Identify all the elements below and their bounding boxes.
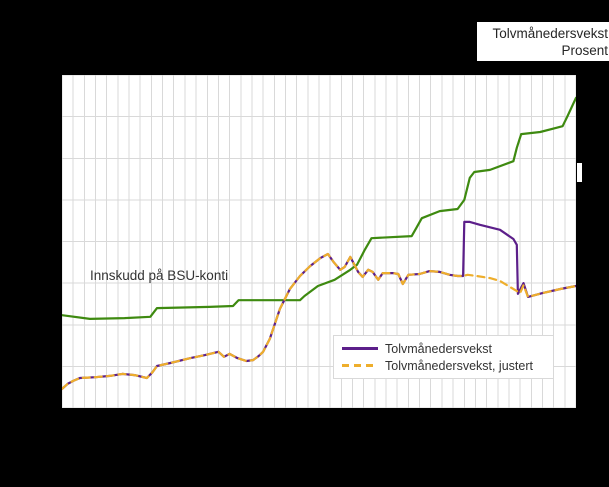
legend-item-tolvmanedersvekst-justert[interactable]: Tolvmånedersvekst, justert [342,359,545,373]
legend: Tolvmånedersvekst Tolvmånedersvekst, jus… [333,335,554,379]
legend-swatch-solid-line [342,347,378,350]
chart-subtitle: Prosent [561,43,608,58]
series-line-tolvmanedersvekst-justert [62,252,576,390]
legend-item-tolvmanedersvekst[interactable]: Tolvmånedersvekst [342,342,545,356]
right-edge-marker [577,163,582,182]
legend-swatch-dashed-line [342,364,378,367]
legend-label: Tolvmånedersvekst [385,341,492,356]
series-label-innskudd: Innskudd på BSU-konti [90,268,229,283]
legend-label: Tolvmånedersvekst, justert [385,358,533,373]
chart-title-box: Tolvmånedersvekst Prosent [477,22,609,61]
plot-area [62,75,576,408]
chart-title: Tolvmånedersvekst [492,26,608,41]
series-line-innskudd [62,96,576,320]
